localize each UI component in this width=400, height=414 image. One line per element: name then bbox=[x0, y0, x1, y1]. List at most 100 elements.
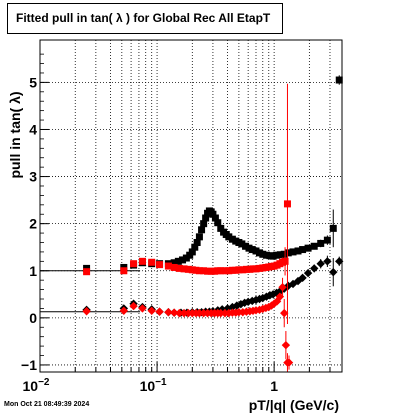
axis-ticks bbox=[39, 53, 331, 372]
diamond-marker bbox=[175, 308, 184, 318]
square-marker bbox=[179, 256, 187, 264]
square-marker bbox=[225, 267, 233, 275]
square-marker bbox=[188, 248, 196, 256]
y-tick-labels: −1 0 1 2 3 4 5 bbox=[21, 74, 37, 373]
square-marker bbox=[235, 266, 243, 274]
series-2 bbox=[83, 83, 291, 324]
square-marker bbox=[200, 267, 208, 275]
series-3 bbox=[82, 277, 294, 372]
diamond-marker bbox=[280, 308, 289, 318]
square-marker bbox=[317, 239, 325, 247]
square-marker bbox=[299, 246, 307, 254]
x-tick-label: 10−1 bbox=[140, 377, 167, 394]
square-marker bbox=[289, 248, 297, 256]
y-tick-label: −1 bbox=[21, 357, 37, 373]
square-marker bbox=[211, 214, 219, 222]
square-marker bbox=[280, 250, 288, 258]
series-0 bbox=[83, 75, 343, 272]
square-marker bbox=[180, 265, 188, 273]
square-marker bbox=[217, 267, 225, 275]
diamond-marker bbox=[147, 306, 156, 315]
square-marker bbox=[284, 249, 292, 257]
square-marker bbox=[204, 267, 212, 275]
square-marker bbox=[83, 268, 91, 276]
square-marker bbox=[335, 76, 343, 84]
diamond-marker bbox=[303, 268, 313, 278]
square-marker bbox=[252, 265, 260, 273]
diamond-marker bbox=[298, 273, 307, 283]
square-marker bbox=[170, 263, 178, 271]
square-marker bbox=[276, 251, 284, 259]
square-marker bbox=[188, 266, 196, 274]
x-tick-exponent: −1 bbox=[155, 377, 167, 388]
diamond-marker bbox=[164, 307, 173, 317]
square-marker bbox=[221, 267, 229, 275]
square-marker bbox=[273, 251, 281, 259]
y-tick-label: 5 bbox=[29, 74, 37, 90]
square-marker bbox=[323, 236, 331, 244]
y-tick-label: 2 bbox=[29, 216, 37, 232]
square-marker bbox=[248, 246, 256, 254]
diamond-marker bbox=[129, 301, 138, 311]
square-marker bbox=[202, 214, 210, 222]
diamond-marker bbox=[119, 306, 129, 315]
diamond-marker bbox=[169, 308, 179, 317]
diamond-marker bbox=[155, 307, 164, 316]
timestamp: Mon Oct 21 08:49:39 2024 bbox=[4, 401, 90, 408]
square-marker bbox=[259, 250, 267, 258]
square-marker bbox=[225, 233, 233, 241]
diamond-marker bbox=[240, 298, 249, 307]
square-marker bbox=[304, 244, 312, 252]
diamond-marker bbox=[316, 259, 325, 268]
square-marker bbox=[170, 259, 178, 267]
x-tick-label: 1 bbox=[270, 378, 278, 394]
square-marker bbox=[283, 200, 291, 208]
square-marker bbox=[138, 257, 146, 265]
x-tick-label: 10−2 bbox=[23, 377, 50, 394]
diamond-marker bbox=[335, 257, 344, 266]
square-marker bbox=[294, 247, 302, 255]
square-marker bbox=[209, 210, 217, 218]
square-marker bbox=[329, 224, 337, 232]
square-marker bbox=[130, 260, 138, 268]
square-marker bbox=[195, 233, 203, 241]
diamond-marker bbox=[278, 283, 287, 292]
square-marker bbox=[252, 247, 260, 255]
square-marker bbox=[198, 226, 206, 234]
y-tick-label: 1 bbox=[29, 263, 37, 279]
square-marker bbox=[164, 262, 172, 270]
square-marker bbox=[184, 265, 192, 273]
square-marker bbox=[217, 224, 225, 232]
diamond-marker bbox=[310, 264, 319, 273]
y-tick-label: 0 bbox=[29, 310, 37, 326]
square-marker bbox=[239, 266, 247, 274]
diamond-marker bbox=[138, 304, 147, 313]
square-marker bbox=[191, 243, 199, 251]
square-marker bbox=[148, 258, 156, 266]
square-marker bbox=[174, 257, 182, 265]
diamond-marker bbox=[281, 340, 291, 350]
grid-lines bbox=[39, 40, 342, 372]
x-tick-labels: 10−2 10−1 1 bbox=[23, 377, 279, 394]
diamond-marker bbox=[82, 307, 91, 316]
square-marker bbox=[195, 267, 203, 275]
plot-frame bbox=[39, 39, 343, 373]
data-points bbox=[82, 75, 344, 372]
square-marker bbox=[214, 219, 222, 227]
square-marker bbox=[156, 261, 164, 269]
diamond-marker bbox=[195, 308, 204, 318]
square-marker bbox=[193, 238, 201, 246]
x-tick-exponent: −2 bbox=[38, 377, 50, 388]
square-marker bbox=[175, 264, 183, 272]
square-marker bbox=[120, 267, 128, 275]
square-marker bbox=[238, 240, 246, 248]
x-axis-label: pT/|q| (GeV/c) bbox=[249, 397, 339, 413]
square-marker bbox=[281, 257, 289, 265]
diamond-marker bbox=[275, 292, 285, 301]
chart-title: Fitted pull in tan( λ ) for Global Rec A… bbox=[7, 3, 283, 34]
square-marker bbox=[200, 220, 208, 228]
y-tick-label: 3 bbox=[29, 169, 37, 185]
y-axis-label: pull in tan( λ) bbox=[7, 91, 23, 178]
square-marker bbox=[310, 242, 318, 250]
